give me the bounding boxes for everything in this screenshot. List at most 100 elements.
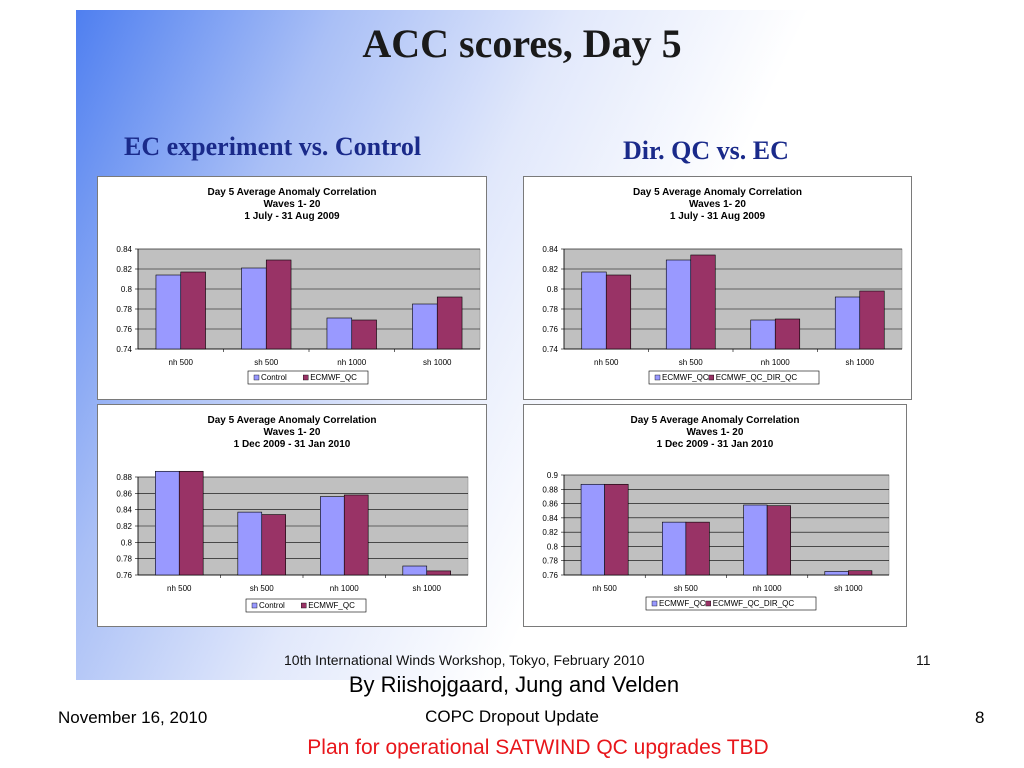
bar-control xyxy=(402,565,428,576)
x-tick-label: nh 500 xyxy=(167,584,192,593)
bar-ecmwf_qc_dir_qc xyxy=(690,254,716,350)
chart-title-line: 1 July - 31 Aug 2009 xyxy=(244,211,340,222)
chart-winter-dirqc-vs-ec: Day 5 Average Anomaly Correlation Waves 1… xyxy=(523,404,907,627)
footer-title: COPC Dropout Update xyxy=(425,707,599,726)
x-tick-label: sh 1000 xyxy=(413,584,442,593)
legend-label: Control xyxy=(261,373,287,382)
bar-ecmwf_qc_dir_qc xyxy=(774,318,801,350)
x-tick-label: sh 500 xyxy=(674,584,699,593)
chart-title-line: Waves 1- 20 xyxy=(689,199,746,210)
bar-control xyxy=(241,267,267,350)
y-tick-label: 0.76 xyxy=(542,571,558,580)
legend-swatch xyxy=(705,600,712,607)
bar-control xyxy=(237,511,263,576)
bar-ecmwf_qc xyxy=(580,483,605,576)
y-tick-label: 0.76 xyxy=(116,571,132,580)
bar-ecmwf_qc xyxy=(343,494,369,576)
x-tick-label: sh 1000 xyxy=(834,584,863,593)
legend-box xyxy=(648,370,820,385)
plan-note: Plan for operational SATWIND QC upgrades… xyxy=(307,736,769,759)
legend-box xyxy=(645,596,817,611)
chart-title-line: Waves 1- 20 xyxy=(264,427,321,438)
bar-ecmwf_qc xyxy=(426,570,451,576)
footer-date: November 16, 2010 xyxy=(58,708,208,727)
legend-swatch xyxy=(708,374,715,381)
bar-ecmwf_qc_dir_qc xyxy=(604,483,629,576)
chart-title-line: Day 5 Average Anomaly Correlation xyxy=(631,415,800,426)
bar-ecmwf_qc_dir_qc xyxy=(848,570,873,576)
bar-control xyxy=(320,496,345,576)
left-subtitle: EC experiment vs. Control xyxy=(124,132,422,161)
x-tick-label: nh 1000 xyxy=(761,358,790,367)
bar-ecmwf_qc xyxy=(824,571,849,576)
legend-swatch xyxy=(654,374,661,381)
inner-footer: 10th International Winds Workshop, Tokyo… xyxy=(284,652,645,668)
y-tick-label: 0.76 xyxy=(116,325,132,334)
y-tick-label: 0.82 xyxy=(116,265,132,274)
bar-ecmwf_qc xyxy=(265,259,292,350)
y-tick-label: 0.78 xyxy=(116,305,132,314)
x-tick-label: nh 1000 xyxy=(337,358,366,367)
y-tick-label: 0.82 xyxy=(542,265,558,274)
bar-control xyxy=(155,470,180,576)
chart-title-line: 1 Dec 2009 - 31 Jan 2010 xyxy=(234,439,351,450)
y-tick-label: 0.84 xyxy=(542,514,558,523)
y-tick-label: 0.8 xyxy=(121,538,133,547)
chart-winter-ec-vs-control: Day 5 Average Anomaly Correlation Waves 1… xyxy=(97,404,487,627)
x-tick-label: sh 500 xyxy=(250,584,275,593)
y-tick-label: 0.76 xyxy=(542,325,558,334)
legend-label: ECMWF_QC xyxy=(662,373,709,382)
slide-number: 8 xyxy=(975,708,985,727)
bar-ecmwf_qc xyxy=(750,319,776,350)
legend-swatch xyxy=(300,602,307,609)
y-tick-label: 0.8 xyxy=(121,285,133,294)
y-tick-label: 0.88 xyxy=(542,485,558,494)
chart-title-line: Day 5 Average Anomaly Correlation xyxy=(208,187,377,198)
bar-ecmwf_qc xyxy=(436,296,463,350)
x-tick-label: nh 500 xyxy=(592,584,617,593)
legend-swatch xyxy=(253,374,260,381)
bar-ecmwf_qc_dir_qc xyxy=(859,290,885,350)
x-tick-label: nh 1000 xyxy=(753,584,782,593)
y-tick-label: 0.82 xyxy=(542,528,558,537)
bar-control xyxy=(155,274,182,350)
legend-swatch xyxy=(302,374,309,381)
bar-ecmwf_qc xyxy=(180,271,206,350)
bar-ecmwf_qc_dir_qc xyxy=(605,274,632,350)
chart-title-line: Day 5 Average Anomaly Correlation xyxy=(633,187,802,198)
x-tick-label: nh 1000 xyxy=(330,584,359,593)
y-tick-label: 0.74 xyxy=(116,345,132,354)
y-tick-label: 0.84 xyxy=(116,245,132,254)
bar-ecmwf_qc xyxy=(261,514,286,576)
right-subtitle: Dir. QC vs. EC xyxy=(623,136,789,165)
chart-title-line: Waves 1- 20 xyxy=(264,199,321,210)
x-tick-label: nh 500 xyxy=(594,358,619,367)
chart-summer-ec-vs-control: Day 5 Average Anomaly Correlation Waves 1… xyxy=(97,176,487,400)
legend-label: Control xyxy=(259,601,285,610)
bar-ecmwf_qc_dir_qc xyxy=(685,521,710,576)
bar-ecmwf_qc xyxy=(665,259,692,350)
y-tick-label: 0.84 xyxy=(116,506,132,515)
x-tick-label: sh 1000 xyxy=(423,358,452,367)
legend-swatch xyxy=(651,600,658,607)
chart-title-line: 1 July - 31 Aug 2009 xyxy=(670,211,766,222)
x-tick-label: sh 500 xyxy=(679,358,704,367)
y-tick-label: 0.78 xyxy=(116,555,132,564)
x-tick-label: nh 500 xyxy=(169,358,194,367)
legend-label: ECMWF_QC xyxy=(659,599,706,608)
y-tick-label: 0.82 xyxy=(116,522,132,531)
chart-summer-dirqc-vs-ec: Day 5 Average Anomaly Correlation Waves 1… xyxy=(523,176,912,400)
y-tick-label: 0.74 xyxy=(542,345,558,354)
legend-label: ECMWF_QC xyxy=(308,601,355,610)
x-tick-label: sh 1000 xyxy=(846,358,875,367)
inner-page-number: 11 xyxy=(916,652,931,668)
bar-ecmwf_qc xyxy=(581,271,607,350)
y-tick-label: 0.78 xyxy=(542,557,558,566)
chart-title-line: Day 5 Average Anomaly Correlation xyxy=(208,415,377,426)
legend-label: ECMWF_QC_DIR_QC xyxy=(713,599,795,608)
bar-control xyxy=(412,303,438,350)
bar-control xyxy=(326,317,353,350)
